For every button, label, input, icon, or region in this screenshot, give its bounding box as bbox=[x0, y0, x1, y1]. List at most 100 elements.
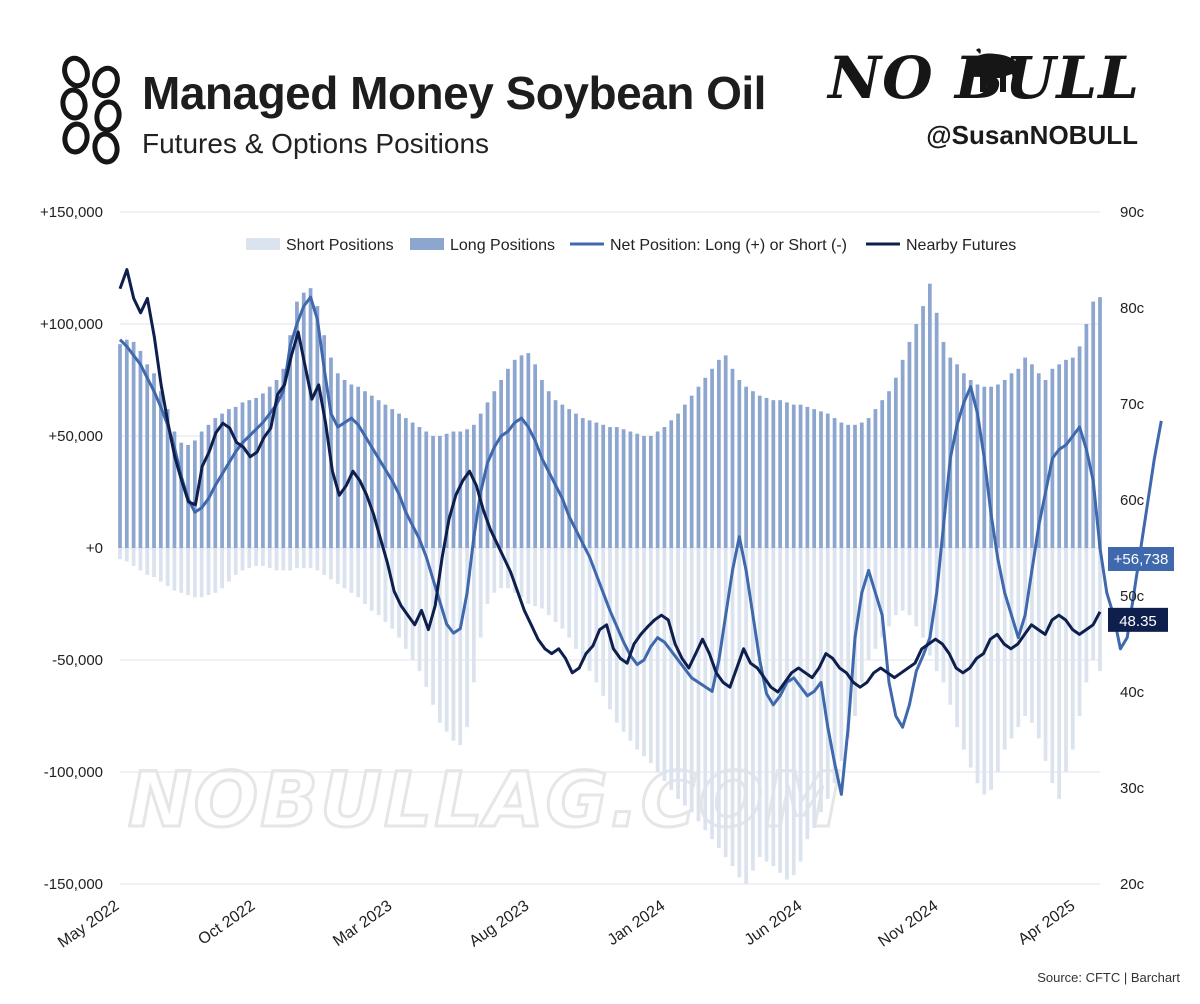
long-position-bar bbox=[621, 429, 626, 548]
short-position-bar bbox=[628, 548, 633, 741]
long-position-bar bbox=[383, 404, 388, 548]
long-position-bar bbox=[921, 306, 925, 548]
short-position-bar bbox=[1070, 548, 1075, 750]
long-position-bar bbox=[158, 391, 163, 548]
left-tick-label: -50,000 bbox=[52, 652, 103, 669]
long-position-bar bbox=[608, 427, 612, 548]
long-position-bar bbox=[451, 431, 456, 548]
long-position-bar bbox=[179, 442, 184, 548]
net-last-value-badge bbox=[1108, 547, 1174, 571]
long-position-bar bbox=[1098, 297, 1102, 548]
long-position-bar bbox=[254, 397, 258, 548]
long-position-bar bbox=[437, 436, 442, 548]
short-position-bar bbox=[308, 548, 313, 569]
short-position-bar bbox=[478, 548, 483, 638]
short-position-bar bbox=[975, 548, 980, 784]
long-position-bar bbox=[968, 380, 973, 548]
short-position-bar bbox=[179, 548, 184, 593]
short-position-bar bbox=[839, 548, 844, 761]
short-position-bar bbox=[397, 548, 401, 638]
long-position-bar bbox=[825, 413, 830, 548]
legend-label: Net Position: Long (+) or Short (-) bbox=[610, 237, 847, 254]
long-position-bar bbox=[499, 380, 503, 548]
short-position-bar bbox=[1043, 548, 1048, 761]
x-tick-label: May 2022 bbox=[55, 897, 122, 951]
long-position-bar bbox=[689, 395, 694, 548]
short-position-bar bbox=[1009, 548, 1014, 739]
short-position-bar bbox=[846, 548, 851, 739]
short-position-bar bbox=[165, 548, 170, 587]
long-position-bar bbox=[172, 431, 177, 548]
short-position-bar bbox=[369, 548, 374, 611]
short-position-bar bbox=[492, 548, 497, 593]
long-position-bar bbox=[798, 404, 803, 548]
long-position-bar bbox=[574, 413, 578, 548]
long-position-bar bbox=[642, 436, 646, 548]
short-position-bar bbox=[601, 548, 606, 696]
long-position-bar bbox=[996, 384, 1000, 548]
short-position-bar bbox=[785, 548, 789, 880]
futures-last-value-badge bbox=[1108, 607, 1168, 632]
long-position-bar bbox=[431, 436, 435, 548]
long-position-bar bbox=[757, 395, 762, 548]
right-tick-label: 50c bbox=[1120, 588, 1145, 605]
source-note: Source: CFTC | Barchart bbox=[1037, 970, 1180, 985]
right-tick-label: 20c bbox=[1120, 876, 1145, 893]
long-position-bar bbox=[410, 422, 415, 548]
short-position-bar bbox=[893, 548, 898, 616]
long-position-bar bbox=[859, 422, 864, 548]
short-position-bar bbox=[322, 548, 327, 575]
long-position-bar bbox=[975, 384, 980, 548]
short-position-bar bbox=[791, 548, 796, 876]
long-position-bar bbox=[880, 400, 885, 548]
short-position-bar bbox=[213, 548, 218, 593]
short-position-bar bbox=[778, 548, 783, 873]
long-position-bar bbox=[1036, 373, 1041, 548]
short-position-bar bbox=[962, 548, 966, 750]
short-position-bar bbox=[608, 548, 612, 710]
long-position-bar bbox=[553, 400, 558, 548]
short-position-bar bbox=[614, 548, 619, 723]
short-position-bar bbox=[682, 548, 687, 806]
long-position-bar bbox=[696, 386, 701, 548]
short-position-bar bbox=[131, 548, 136, 566]
short-position-bar bbox=[1077, 548, 1082, 716]
short-position-bar bbox=[363, 548, 367, 604]
x-tick-label: Mar 2023 bbox=[330, 897, 395, 950]
long-position-bar bbox=[465, 429, 469, 548]
long-position-bar bbox=[233, 406, 238, 548]
short-position-bar bbox=[567, 548, 572, 638]
long-position-bar bbox=[1084, 324, 1089, 548]
long-position-bar bbox=[363, 391, 367, 548]
short-position-bar bbox=[403, 548, 408, 649]
long-position-bar bbox=[247, 400, 252, 548]
long-position-bar bbox=[506, 368, 510, 548]
short-position-bar bbox=[138, 548, 143, 571]
long-position-bar bbox=[580, 418, 585, 548]
long-position-bar bbox=[730, 368, 735, 548]
short-position-bar bbox=[730, 548, 735, 867]
short-position-bar bbox=[560, 548, 565, 629]
long-position-bar bbox=[785, 402, 789, 548]
long-position-bar bbox=[866, 418, 871, 548]
short-position-bar bbox=[717, 548, 721, 849]
long-position-bar bbox=[192, 440, 197, 548]
long-position-bar bbox=[560, 404, 565, 548]
short-position-bar bbox=[424, 548, 429, 687]
long-position-bar bbox=[417, 427, 422, 548]
long-position-bar bbox=[301, 292, 306, 548]
short-position-bar bbox=[1091, 548, 1096, 660]
long-position-bar bbox=[989, 386, 993, 548]
short-position-bar bbox=[900, 548, 905, 611]
long-position-bar bbox=[444, 433, 449, 548]
long-position-bar bbox=[893, 377, 898, 548]
long-position-bar bbox=[900, 359, 905, 548]
short-position-bar bbox=[376, 548, 381, 616]
short-position-bar bbox=[546, 548, 551, 616]
long-position-bar bbox=[594, 422, 599, 548]
short-position-bar bbox=[192, 548, 197, 598]
long-position-bar bbox=[1023, 357, 1028, 548]
long-position-bar bbox=[601, 424, 606, 548]
